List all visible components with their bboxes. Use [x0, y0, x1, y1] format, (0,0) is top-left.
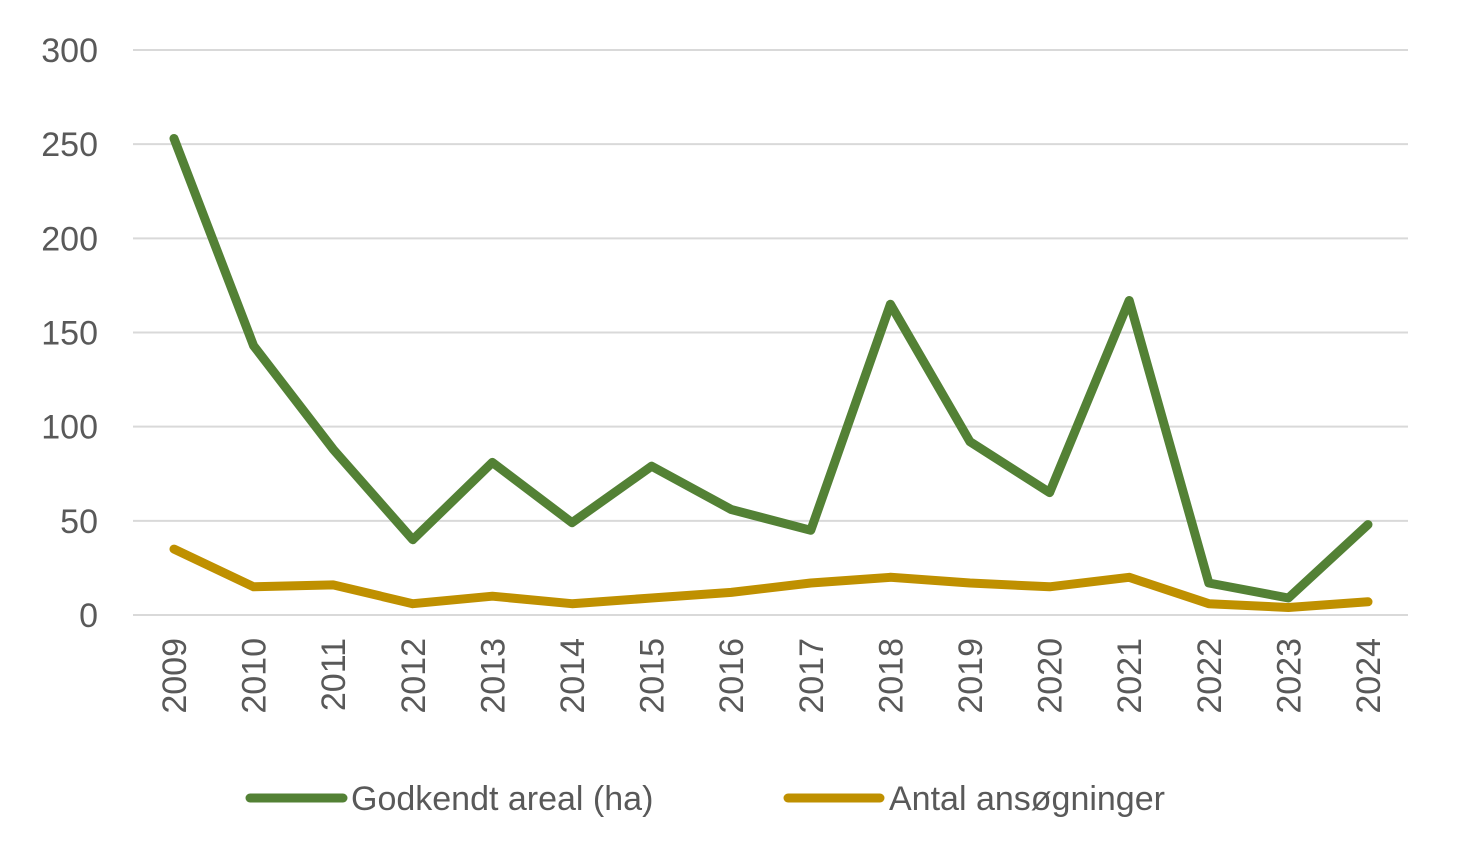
x-tick-label: 2017: [793, 638, 831, 714]
x-tick-label: 2016: [713, 638, 751, 714]
x-tick-label: 2022: [1191, 638, 1229, 714]
y-tick-label: 150: [41, 315, 98, 353]
y-tick-label: 250: [41, 126, 98, 164]
series-line-antal-ansoegninger: [169, 544, 1373, 612]
y-tick-label: 200: [41, 220, 98, 258]
x-tick-label: 2021: [1111, 638, 1149, 714]
x-tick-label: 2020: [1032, 638, 1070, 714]
y-tick-label: 300: [41, 32, 98, 70]
legend: Godkendt areal (ha) Antal ansøgninger: [245, 780, 1165, 818]
x-tick-label: 2010: [236, 638, 274, 714]
x-tick-label: 2015: [634, 638, 672, 714]
x-axis-ticks: 2009 2010 2011 2012 2013 2014 2015 2016 2017 2018…: [156, 638, 1388, 714]
series-line-godkendt-areal: [169, 134, 1373, 603]
series-lines: [169, 134, 1373, 612]
y-tick-label: 50: [60, 503, 98, 541]
x-tick-label: 2019: [952, 638, 990, 714]
legend-label-antal-ansoegninger: Antal ansøgninger: [889, 780, 1165, 818]
x-tick-label: 2018: [872, 638, 910, 714]
y-axis-ticks: 0 50 100 150 200 250 300: [41, 32, 98, 635]
x-tick-label: 2013: [474, 638, 512, 714]
x-tick-label: 2012: [395, 638, 433, 714]
x-tick-label: 2014: [554, 638, 592, 714]
x-tick-label: 2011: [315, 638, 353, 711]
legend-label-godkendt-areal: Godkendt areal (ha): [351, 780, 653, 818]
y-tick-label: 100: [41, 409, 98, 447]
y-tick-label: 0: [79, 597, 98, 635]
x-tick-label: 2024: [1350, 638, 1388, 714]
x-tick-label: 2023: [1270, 638, 1308, 714]
gridlines: [133, 49, 1408, 616]
x-tick-label: 2009: [156, 638, 194, 714]
